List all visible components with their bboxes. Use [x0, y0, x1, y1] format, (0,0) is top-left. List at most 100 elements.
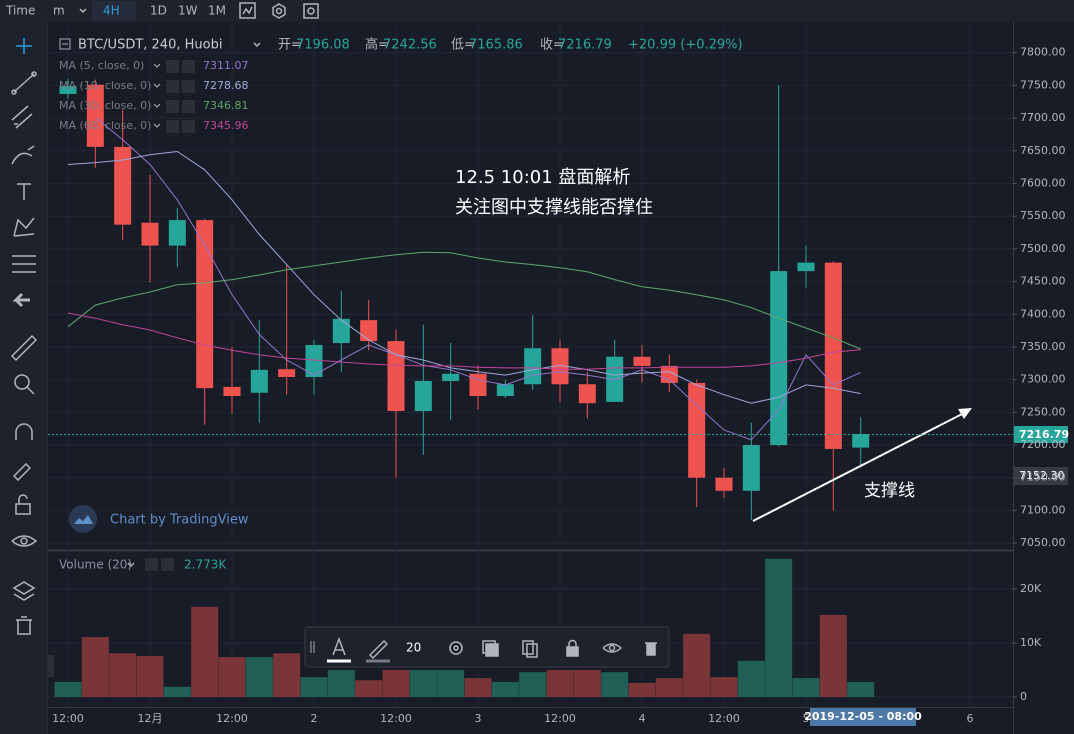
dropdown-icon[interactable]: [127, 562, 135, 568]
legend-label: 开=: [278, 38, 302, 53]
toolbar-item[interactable]: 4H: [103, 4, 120, 18]
candle-body: [469, 373, 487, 396]
volume-bar: [382, 670, 410, 698]
dropdown-icon[interactable]: [79, 8, 87, 14]
support-line[interactable]: [752, 410, 969, 522]
settings-icon[interactable]: [272, 3, 286, 19]
volume-bar: [136, 655, 164, 698]
chart-type-icon[interactable]: [242, 6, 253, 15]
volume-bar: [245, 657, 273, 698]
volume-value: 2.773K: [184, 558, 227, 572]
y-tick-label: 7300.00: [1020, 373, 1066, 386]
volume-bar: [218, 657, 246, 698]
volume-bar: [355, 680, 383, 698]
y-tick-label: 7500.00: [1020, 242, 1066, 255]
ma-line: [67, 312, 861, 370]
candle-body: [551, 348, 569, 385]
candle-body: [770, 271, 788, 446]
volume-bar: [300, 677, 328, 698]
symbol[interactable]: BTC/USDT, 240, Huobi: [78, 38, 222, 53]
candle-body: [59, 86, 77, 94]
close-icon[interactable]: [161, 558, 174, 571]
crosshair-price: 7152.30: [1019, 469, 1065, 482]
candle-body: [742, 445, 760, 491]
dropdown-icon[interactable]: [153, 123, 161, 128]
toolbar-item[interactable]: 1M: [208, 4, 226, 18]
dropdown-icon[interactable]: [153, 83, 161, 88]
volume-bar: [163, 686, 191, 698]
ma-name: MA (10, close, 0): [59, 79, 151, 92]
collapse-icon[interactable]: [59, 38, 71, 50]
left-toolbar: [0, 22, 48, 734]
volume-bar: [573, 670, 601, 698]
candle-body: [496, 384, 514, 396]
active-interval: [92, 1, 136, 21]
chart-type-icon[interactable]: [239, 2, 256, 19]
x-tick-label: 3: [475, 712, 482, 725]
settings-icon[interactable]: [275, 7, 283, 15]
candle-body: [442, 373, 460, 381]
font-size[interactable]: 20: [406, 641, 421, 655]
close-icon[interactable]: [182, 80, 195, 93]
close-icon[interactable]: [182, 120, 195, 133]
toolbar-item[interactable]: 1W: [178, 4, 198, 18]
dropdown-icon[interactable]: [153, 103, 161, 108]
settings-icon[interactable]: [166, 80, 179, 93]
x-tick-label: 2: [311, 712, 318, 725]
floating-toolbar-icons[interactable]: [310, 636, 657, 663]
candle-body: [715, 477, 733, 491]
volume-bar: [765, 558, 793, 698]
crosshair-price-box: [1014, 467, 1068, 485]
volume-bar: [491, 681, 519, 698]
watermark[interactable]: Chart by TradingView: [110, 513, 249, 528]
candle-body: [824, 262, 842, 449]
volume-bar: [683, 633, 711, 698]
candle-body: [360, 320, 378, 342]
candle-body: [114, 146, 132, 225]
volume-bar: [737, 660, 765, 698]
ma-line: [94, 117, 861, 441]
settings-icon[interactable]: [166, 120, 179, 133]
close-icon[interactable]: [182, 100, 195, 113]
y-tick-label: 20K: [1020, 582, 1042, 595]
y-tick-label: 7650.00: [1020, 144, 1066, 157]
volume-bar: [601, 672, 629, 698]
candle-body: [223, 386, 241, 396]
drawing-tools[interactable]: [10, 38, 38, 635]
y-tick-label: 7050.00: [1020, 536, 1066, 549]
ma-name: MA (60, close, 0): [59, 119, 151, 132]
candle-body: [797, 262, 815, 272]
candle-body: [305, 345, 323, 378]
dropdown-icon[interactable]: [253, 42, 261, 48]
close-icon[interactable]: [182, 60, 195, 73]
x-tick-label: 12:00: [380, 712, 412, 725]
candle-body: [250, 369, 268, 393]
settings-icon[interactable]: [166, 100, 179, 113]
y-tick-label: 7250.00: [1020, 405, 1066, 418]
y-tick-label: 7750.00: [1020, 78, 1066, 91]
screenshot-icon[interactable]: [303, 3, 319, 19]
settings-icon[interactable]: [166, 60, 179, 73]
annotation: 12.5 10:01 盘面解析: [455, 167, 630, 188]
toolbar-item[interactable]: Time: [5, 4, 35, 18]
legend-value: 7216.79: [558, 38, 612, 53]
logo: [69, 505, 97, 533]
toolbar-item[interactable]: m: [53, 4, 65, 18]
candle-body: [141, 222, 159, 246]
ma-value: 7311.07: [203, 59, 249, 72]
toolbar-item[interactable]: 1D: [150, 4, 167, 18]
candle-body: [414, 380, 432, 412]
x-tick-label: 4: [639, 712, 646, 725]
screenshot-icon[interactable]: [307, 7, 315, 15]
settings-icon[interactable]: [145, 558, 158, 571]
x-tick-label: 12:00: [708, 712, 740, 725]
volume-bar: [54, 681, 82, 698]
candle-body: [524, 348, 542, 385]
x-tick-label: 12:00: [52, 712, 84, 725]
volume-bar: [519, 672, 547, 698]
dropdown-icon[interactable]: [153, 63, 161, 68]
ma-value: 7346.81: [203, 99, 249, 112]
collapse-handle[interactable]: [48, 655, 54, 677]
